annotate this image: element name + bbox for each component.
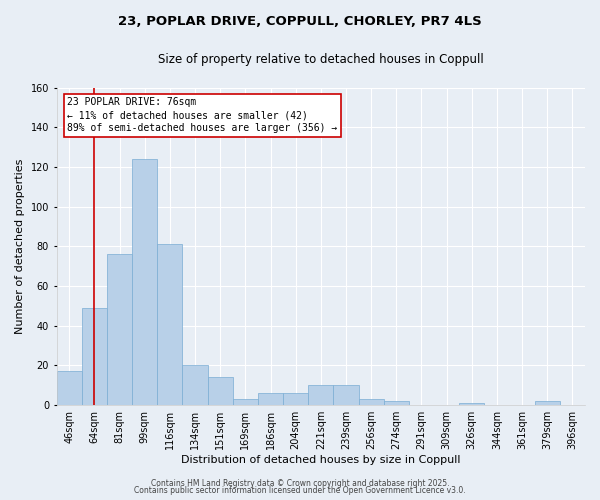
Bar bbox=[182, 366, 208, 405]
Bar bbox=[384, 401, 409, 405]
Text: Contains HM Land Registry data © Crown copyright and database right 2025.: Contains HM Land Registry data © Crown c… bbox=[151, 478, 449, 488]
Text: Contains public sector information licensed under the Open Government Licence v3: Contains public sector information licen… bbox=[134, 486, 466, 495]
Bar bbox=[535, 401, 560, 405]
Text: 23, POPLAR DRIVE, COPPULL, CHORLEY, PR7 4LS: 23, POPLAR DRIVE, COPPULL, CHORLEY, PR7 … bbox=[118, 15, 482, 28]
Y-axis label: Number of detached properties: Number of detached properties bbox=[15, 158, 25, 334]
Bar bbox=[283, 394, 308, 405]
Bar bbox=[157, 244, 182, 405]
Bar bbox=[258, 394, 283, 405]
Bar bbox=[459, 403, 484, 405]
Text: 23 POPLAR DRIVE: 76sqm
← 11% of detached houses are smaller (42)
89% of semi-det: 23 POPLAR DRIVE: 76sqm ← 11% of detached… bbox=[67, 97, 338, 134]
Bar bbox=[334, 386, 359, 405]
Bar bbox=[308, 386, 334, 405]
X-axis label: Distribution of detached houses by size in Coppull: Distribution of detached houses by size … bbox=[181, 455, 461, 465]
Bar bbox=[132, 159, 157, 405]
Bar bbox=[233, 400, 258, 405]
Title: Size of property relative to detached houses in Coppull: Size of property relative to detached ho… bbox=[158, 52, 484, 66]
Bar bbox=[359, 400, 384, 405]
Bar bbox=[208, 378, 233, 405]
Bar bbox=[82, 308, 107, 405]
Bar bbox=[107, 254, 132, 405]
Bar bbox=[56, 372, 82, 405]
